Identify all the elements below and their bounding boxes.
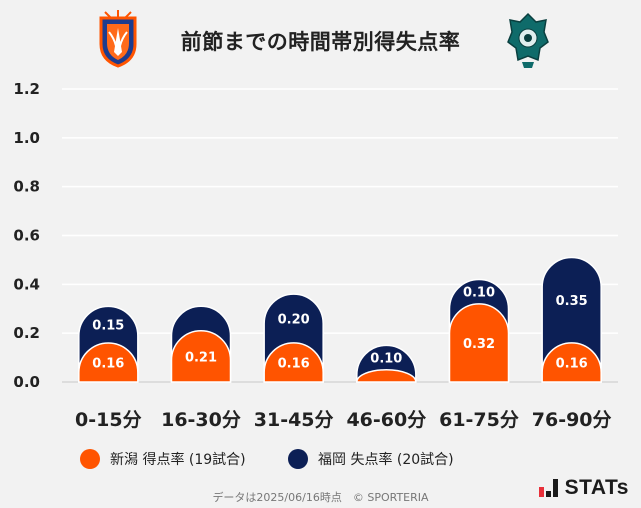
y-tick-label: 1.2 <box>13 80 40 98</box>
home-data-label: 0.16 <box>278 356 310 371</box>
home-data-label: 0.16 <box>92 356 124 371</box>
y-tick-label: 0.2 <box>13 324 40 342</box>
home-data-label: 0.32 <box>463 337 495 352</box>
away-data-label: 0.20 <box>278 313 310 328</box>
x-tick-label: 31-45分 <box>254 409 334 431</box>
avispa-fukuoka-logo-icon <box>506 12 550 74</box>
away-data-label: 0.10 <box>370 352 402 367</box>
y-tick-label: 0.4 <box>13 275 40 293</box>
y-tick-label: 0.8 <box>13 178 40 196</box>
y-tick-label: 0.6 <box>13 227 40 245</box>
home-bar <box>448 303 510 383</box>
legend-home-swatch <box>80 449 100 469</box>
y-tick-label: 1.0 <box>13 129 40 147</box>
home-data-label: 0.16 <box>556 356 588 371</box>
legend-item-home: 新潟 得点率 (19試合) <box>80 449 246 469</box>
x-tick-label: 61-75分 <box>439 409 519 431</box>
home-bar <box>263 342 324 383</box>
stats-logo-icon <box>538 479 558 497</box>
stats-brand: STATs <box>538 476 629 500</box>
source-note: データは2025/06/16時点 © SPORTERIA <box>212 491 429 504</box>
legend-away-label: 福岡 失点率 (20試合) <box>318 452 454 468</box>
home-bar <box>356 369 417 383</box>
away-data-label: 0.10 <box>463 286 495 301</box>
away-data-label: 0.15 <box>92 319 124 334</box>
y-tick-label: 0.0 <box>13 373 40 391</box>
legend-away-swatch <box>288 449 308 469</box>
brand-name: STATs <box>564 476 629 499</box>
home-bar <box>78 342 139 383</box>
x-tick-label: 16-30分 <box>161 409 241 431</box>
page-title: 前節までの時間帯別得失点率 <box>180 30 461 54</box>
home-bar <box>170 330 232 383</box>
x-tick-label: 76-90分 <box>532 409 612 431</box>
x-tick-label: 0-15分 <box>75 409 142 431</box>
home-bar <box>541 342 602 383</box>
x-tick-label: 46-60分 <box>346 409 426 431</box>
legend-item-away: 福岡 失点率 (20試合) <box>288 449 454 469</box>
albirex-niigata-logo-icon <box>97 10 139 72</box>
legend-home-label: 新潟 得点率 (19試合) <box>110 452 246 468</box>
away-data-label: 0.35 <box>556 294 588 309</box>
home-data-label: 0.21 <box>185 350 217 365</box>
